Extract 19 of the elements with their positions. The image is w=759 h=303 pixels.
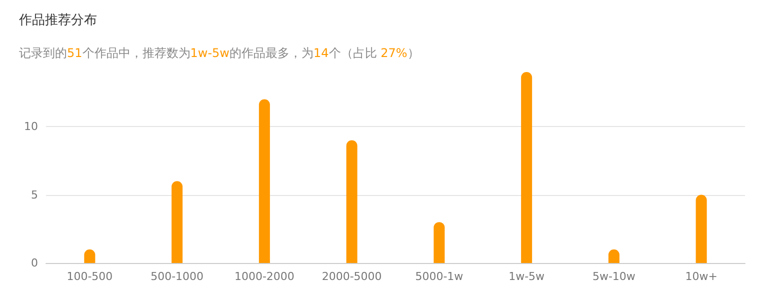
y-tick-label: 0 <box>31 256 38 270</box>
bar <box>696 194 707 263</box>
x-tick-label: 5w-10w <box>592 270 636 283</box>
x-tick-label: 1w-5w <box>508 270 545 283</box>
x-tick-label: 2000-5000 <box>322 270 382 283</box>
bar <box>258 99 270 263</box>
bar <box>172 181 183 263</box>
text: 记录到的51个作品中，推荐数为1w-5w的作品最多，为14个（占比 27%） <box>19 46 420 60</box>
y-tick-label: 10 <box>24 120 38 134</box>
x-tick-label: 1000-2000 <box>234 270 294 283</box>
x-tick-label: 100-500 <box>66 270 113 283</box>
x-tick-label: 5000-1w <box>415 270 464 283</box>
chart-title: 作品推荐分布 <box>18 13 97 28</box>
y-tick-label: 5 <box>31 188 38 202</box>
bar <box>434 222 445 263</box>
x-tick-label: 500-1000 <box>150 270 204 283</box>
bar <box>346 140 358 263</box>
bar <box>521 72 532 263</box>
x-tick-label: 10w+ <box>685 270 718 283</box>
